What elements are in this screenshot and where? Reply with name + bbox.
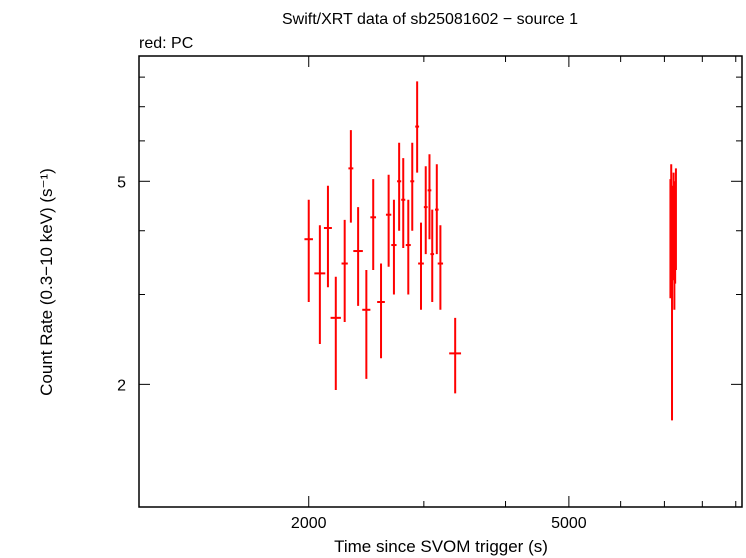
data-point xyxy=(370,179,377,271)
x-tick-label: 2000 xyxy=(291,515,327,532)
x-tick-label: 5000 xyxy=(551,515,587,532)
data-point xyxy=(405,199,411,295)
y-tick-label: 2 xyxy=(117,377,126,394)
chart-subtitle: red: PC xyxy=(139,35,193,52)
data-point xyxy=(434,164,439,255)
data-point xyxy=(449,317,462,394)
plot-frame xyxy=(138,55,743,508)
data-point xyxy=(362,270,371,379)
data-point xyxy=(385,174,392,267)
data-point xyxy=(348,130,354,223)
axis-tick-labels: 2000 5000 2 5 xyxy=(117,174,587,532)
data-point xyxy=(330,276,341,390)
data-point xyxy=(415,81,420,173)
data-point xyxy=(418,222,424,310)
data-point xyxy=(410,142,415,231)
x-axis-label: Time since SVOM trigger (s) xyxy=(334,537,548,556)
data-point xyxy=(427,154,432,240)
data-point xyxy=(314,225,326,344)
data-point xyxy=(377,263,385,359)
y-axis-label: Count Rate (0.3−10 keV) (s⁻¹) xyxy=(37,168,56,396)
data-point xyxy=(323,185,332,288)
data-points xyxy=(304,81,677,421)
data-point xyxy=(397,142,402,231)
data-point xyxy=(353,207,363,306)
data-point xyxy=(423,166,428,255)
axis-ticks xyxy=(139,56,742,507)
data-point xyxy=(437,225,444,310)
data-point xyxy=(401,158,406,249)
y-tick-label: 5 xyxy=(117,174,126,191)
data-point xyxy=(391,199,397,295)
data-point xyxy=(674,168,677,271)
chart-title: Swift/XRT data of sb25081602 − source 1 xyxy=(282,11,578,28)
data-point xyxy=(341,219,348,322)
data-point xyxy=(304,199,313,303)
data-point xyxy=(430,209,435,303)
